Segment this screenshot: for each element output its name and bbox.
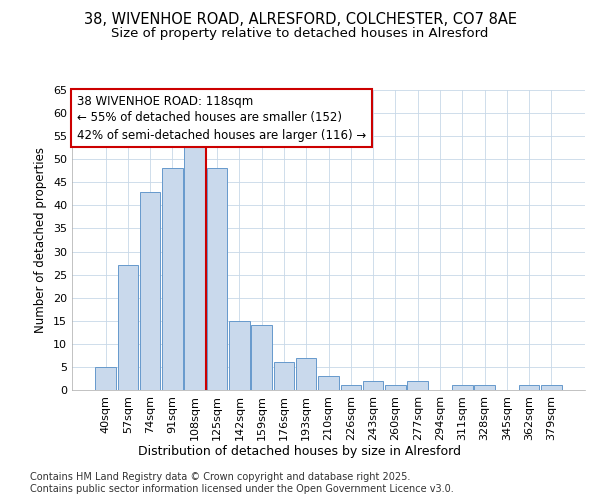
Bar — [118, 266, 138, 390]
Bar — [140, 192, 160, 390]
Bar — [229, 321, 250, 390]
Bar — [318, 376, 339, 390]
Bar — [184, 146, 205, 390]
Bar — [162, 168, 183, 390]
Bar — [407, 381, 428, 390]
Text: 38, WIVENHOE ROAD, ALRESFORD, COLCHESTER, CO7 8AE: 38, WIVENHOE ROAD, ALRESFORD, COLCHESTER… — [83, 12, 517, 28]
Text: Distribution of detached houses by size in Alresford: Distribution of detached houses by size … — [139, 444, 461, 458]
Bar — [251, 326, 272, 390]
Y-axis label: Number of detached properties: Number of detached properties — [34, 147, 47, 333]
Text: 38 WIVENHOE ROAD: 118sqm
← 55% of detached houses are smaller (152)
42% of semi-: 38 WIVENHOE ROAD: 118sqm ← 55% of detach… — [77, 94, 367, 142]
Bar — [274, 362, 294, 390]
Text: Size of property relative to detached houses in Alresford: Size of property relative to detached ho… — [112, 28, 488, 40]
Bar — [452, 386, 473, 390]
Bar — [363, 381, 383, 390]
Text: Contains public sector information licensed under the Open Government Licence v3: Contains public sector information licen… — [30, 484, 454, 494]
Bar — [95, 367, 116, 390]
Bar — [474, 386, 495, 390]
Text: Contains HM Land Registry data © Crown copyright and database right 2025.: Contains HM Land Registry data © Crown c… — [30, 472, 410, 482]
Bar — [296, 358, 316, 390]
Bar — [519, 386, 539, 390]
Bar — [207, 168, 227, 390]
Bar — [341, 386, 361, 390]
Bar — [541, 386, 562, 390]
Bar — [385, 386, 406, 390]
